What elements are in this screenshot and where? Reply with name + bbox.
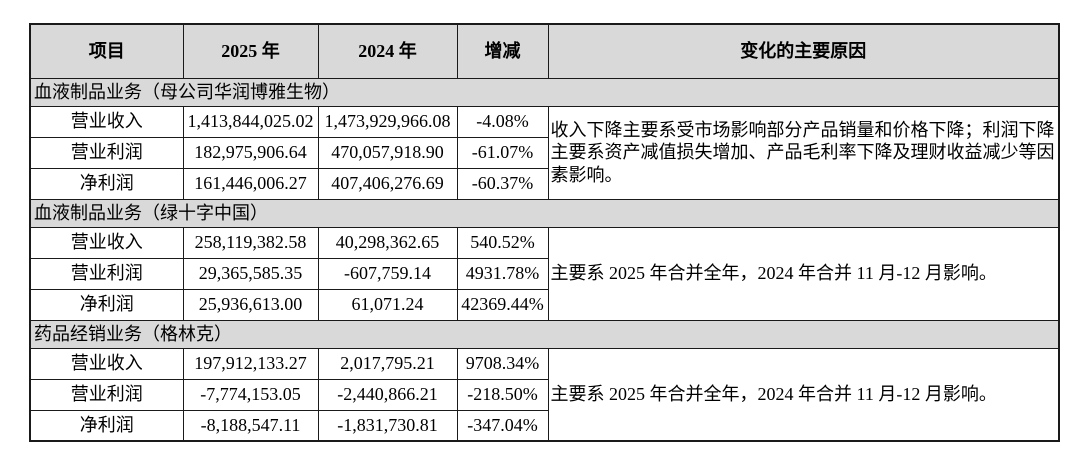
section-title-row: 血液制品业务（母公司华润博雅生物） — [29, 77, 1060, 107]
value-2024: 470,057,918.90 — [317, 136, 458, 169]
col-header-reason: 变化的主要原因 — [547, 23, 1060, 79]
value-2024: 407,406,276.69 — [317, 167, 458, 200]
row-label: 营业利润 — [29, 378, 184, 411]
table-row: 营业利润 182,975,906.64 470,057,918.90 -61.0… — [29, 136, 1059, 169]
col-header-2025: 2025 年 — [182, 23, 319, 79]
table-row: 营业利润 29,365,585.35 -607,759.14 4931.78% — [29, 257, 1059, 290]
col-header-change: 增减 — [456, 23, 549, 79]
change-percent: -60.37% — [456, 167, 549, 200]
row-label: 营业利润 — [29, 257, 184, 290]
table-row: 营业收入 258,119,382.58 40,298,362.65 540.52… — [29, 226, 1060, 321]
value-2025: 161,446,006.27 — [182, 167, 319, 200]
row-label: 净利润 — [29, 167, 184, 200]
change-percent: 4931.78% — [456, 257, 549, 290]
table-row: 净利润 25,936,613.00 61,071.24 42369.44% — [29, 288, 1059, 321]
row-label: 营业收入 — [29, 226, 184, 259]
reason-text: 主要系 2025 年合并全年，2024 年合并 11 月-12 月影响。 — [547, 226, 1060, 321]
change-percent: -218.50% — [456, 378, 549, 411]
change-percent: -347.04% — [456, 409, 549, 442]
row-label: 营业收入 — [29, 105, 184, 138]
row-label: 净利润 — [29, 288, 184, 321]
value-2024: -607,759.14 — [317, 257, 458, 290]
reason-text: 收入下降主要系受市场影响部分产品销量和价格下降；利润下降主要系资产减值损失增加、… — [547, 105, 1060, 200]
value-2024: 2,017,795.21 — [317, 347, 458, 380]
col-header-item: 项目 — [29, 23, 184, 79]
table-row: 净利润 161,446,006.27 407,406,276.69 -60.37… — [29, 167, 1059, 200]
table-row: 营业收入 1,413,844,025.02 1,473,929,966.08 -… — [29, 105, 1060, 200]
table-row: 净利润 -8,188,547.11 -1,831,730.81 -347.04% — [29, 409, 1059, 442]
section-title: 血液制品业务（母公司华润博雅生物） — [29, 77, 1060, 107]
financial-comparison-table: 项目 2025 年 2024 年 增减 变化的主要原因 血液制品业务（母公司华润… — [29, 23, 1060, 442]
change-percent: -4.08% — [456, 105, 549, 138]
value-2025: 25,936,613.00 — [182, 288, 319, 321]
value-2025: 29,365,585.35 — [182, 257, 319, 290]
change-percent: 42369.44% — [456, 288, 549, 321]
row-label: 营业利润 — [29, 136, 184, 169]
value-2025: 182,975,906.64 — [182, 136, 319, 169]
change-percent: 9708.34% — [456, 347, 549, 380]
value-2024: -1,831,730.81 — [317, 409, 458, 442]
reason-text: 主要系 2025 年合并全年，2024 年合并 11 月-12 月影响。 — [547, 347, 1060, 442]
value-2024: 1,473,929,966.08 — [317, 105, 458, 138]
section-title: 药品经销业务（格林克） — [29, 319, 1060, 349]
value-2024: -2,440,866.21 — [317, 378, 458, 411]
change-percent: 540.52% — [456, 226, 549, 259]
section-title: 血液制品业务（绿十字中国） — [29, 198, 1060, 228]
row-label: 营业收入 — [29, 347, 184, 380]
value-2025: 1,413,844,025.02 — [182, 105, 319, 138]
value-2025: 197,912,133.27 — [182, 347, 319, 380]
table-header-row: 项目 2025 年 2024 年 增减 变化的主要原因 — [29, 23, 1060, 79]
value-2025: -8,188,547.11 — [182, 409, 319, 442]
table-row: 营业收入 197,912,133.27 2,017,795.21 9708.34… — [29, 347, 1060, 442]
value-2025: 258,119,382.58 — [182, 226, 319, 259]
section-title-row: 药品经销业务（格林克） — [29, 319, 1060, 349]
table-row: 营业利润 -7,774,153.05 -2,440,866.21 -218.50… — [29, 378, 1059, 411]
value-2024: 61,071.24 — [317, 288, 458, 321]
row-label: 净利润 — [29, 409, 184, 442]
value-2024: 40,298,362.65 — [317, 226, 458, 259]
section-title-row: 血液制品业务（绿十字中国） — [29, 198, 1060, 228]
col-header-2024: 2024 年 — [317, 23, 458, 79]
change-percent: -61.07% — [456, 136, 549, 169]
value-2025: -7,774,153.05 — [182, 378, 319, 411]
